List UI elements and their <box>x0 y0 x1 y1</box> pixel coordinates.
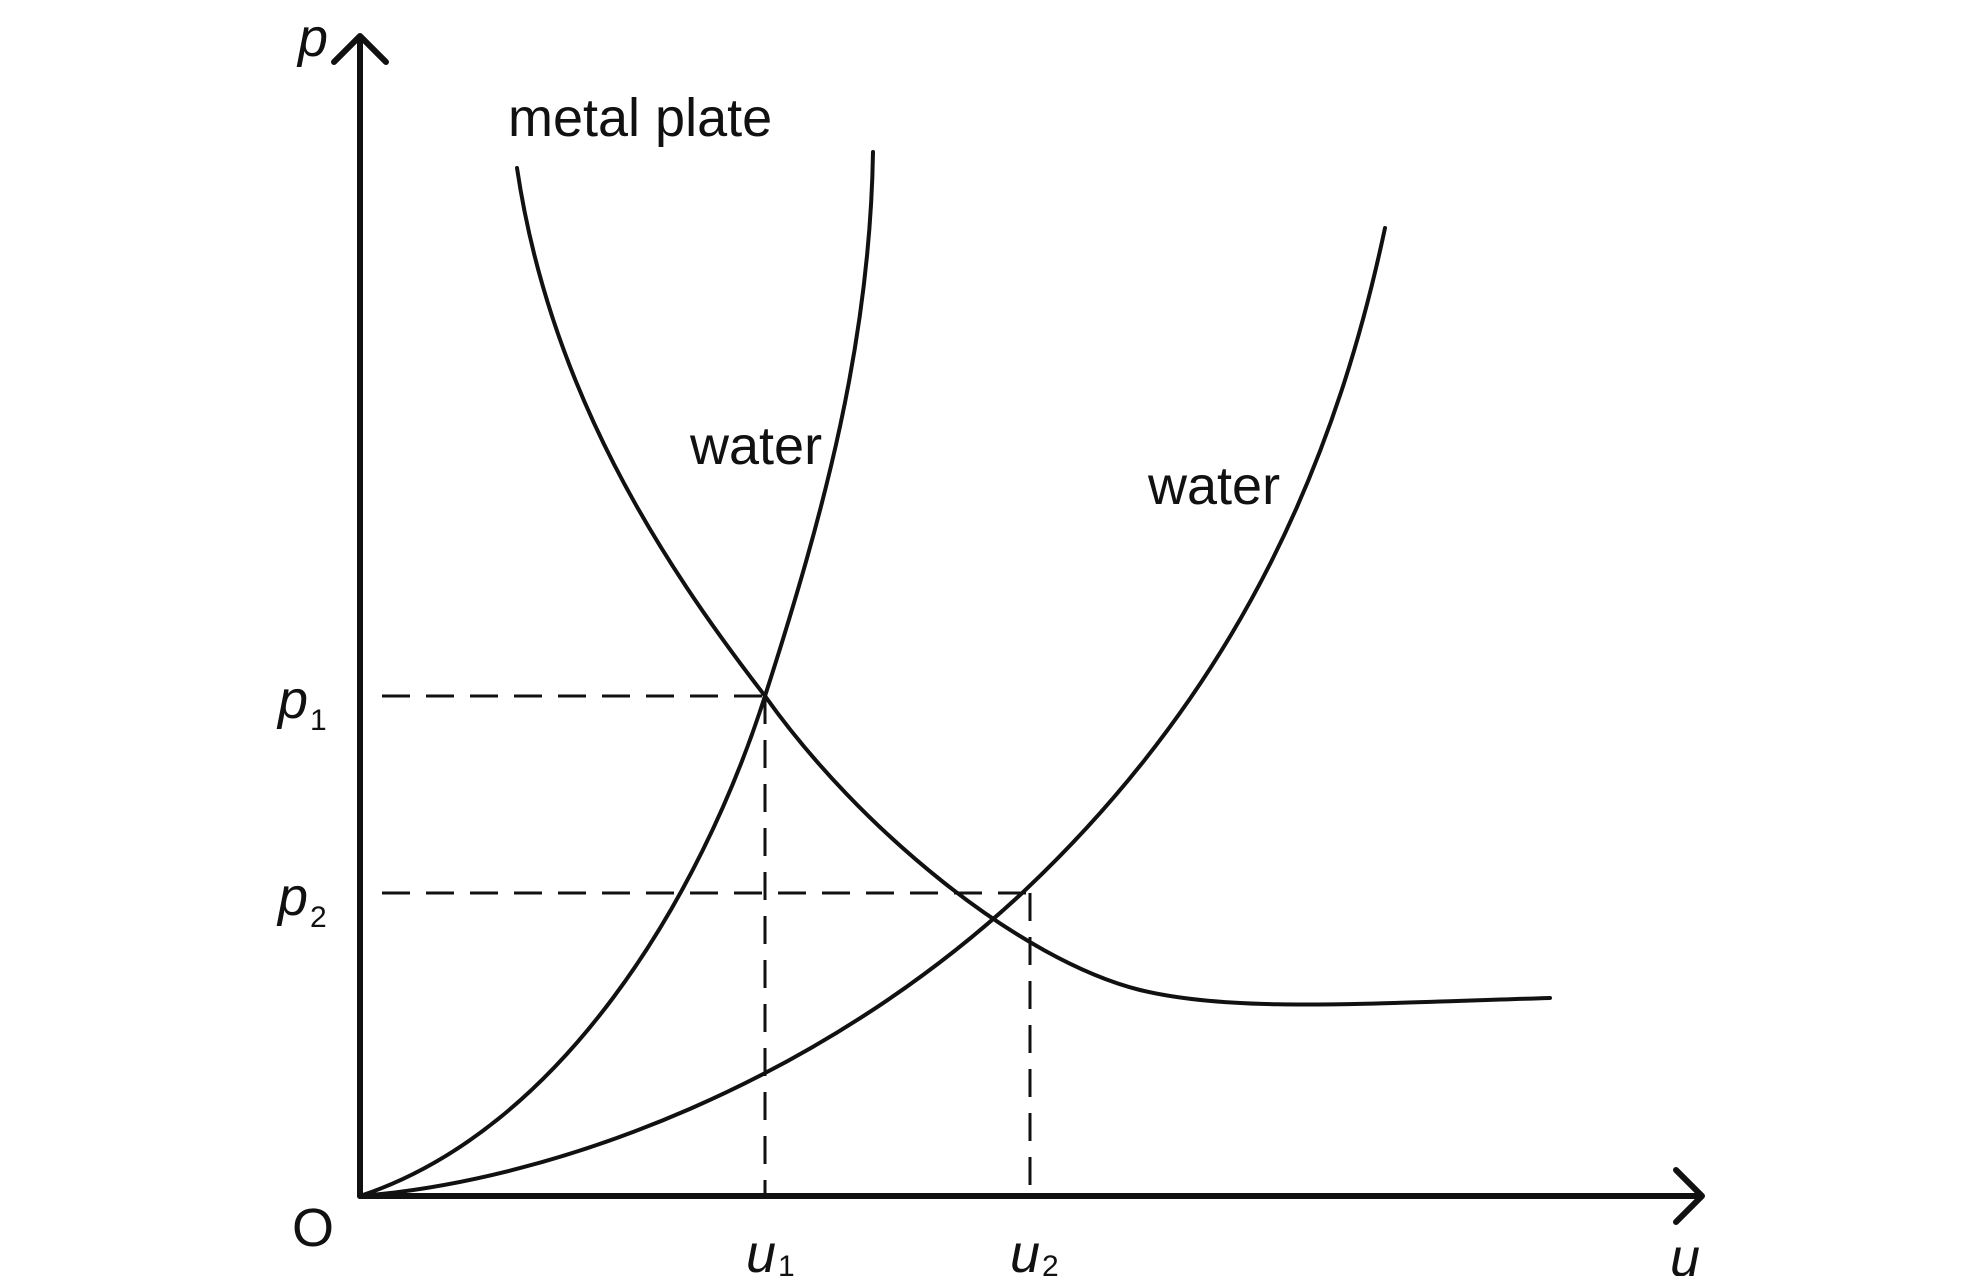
x-tick-subscript: 1 <box>778 1250 795 1276</box>
x-tick-label-u1: u1 <box>746 1224 795 1276</box>
y-tick-label-p2: p2 <box>276 867 327 934</box>
x-tick-subscript: 2 <box>1042 1250 1059 1276</box>
y-tick-base: p <box>276 670 308 730</box>
y-tick-subscript: 1 <box>310 704 327 737</box>
y-tick-base: p <box>276 867 308 927</box>
y-tick-label-p1: p1 <box>276 670 327 737</box>
series-label-water-flat: water <box>1147 456 1280 516</box>
y-axis-label: p <box>296 8 328 68</box>
x-tick-label-u2: u2 <box>1010 1224 1059 1276</box>
water-curve-steep <box>358 150 875 1198</box>
water-curve-flat <box>358 226 1387 1198</box>
metal-plate-curve <box>515 166 1552 1007</box>
x-tick-base: u <box>746 1224 776 1276</box>
x-tick-base: u <box>1010 1224 1040 1276</box>
series-label-water-steep: water <box>689 416 822 476</box>
x-axis-arrowhead <box>1673 1167 1705 1225</box>
y-tick-subscript: 2 <box>310 901 327 934</box>
series-label-metal-plate: metal plate <box>508 88 772 148</box>
origin-label: O <box>292 1198 334 1258</box>
y-axis-arrowhead <box>331 33 389 65</box>
x-axis-label: u <box>1670 1228 1700 1276</box>
